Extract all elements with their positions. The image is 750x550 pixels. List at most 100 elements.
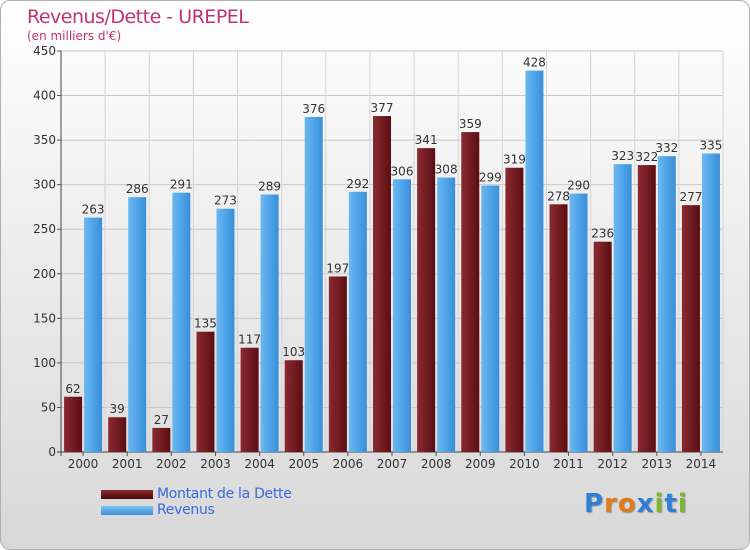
bar-dette	[549, 204, 568, 452]
bar-revenus	[613, 164, 632, 452]
bar-revenus	[260, 194, 279, 453]
y-tick-label: 300	[33, 178, 56, 192]
data-label: 291	[170, 178, 193, 192]
legend-swatch-revenus	[101, 506, 153, 515]
bar-revenus	[701, 153, 720, 452]
logo-letter: o	[617, 489, 637, 519]
logo-letter: i	[654, 489, 665, 519]
bar-revenus	[481, 185, 500, 452]
bar-dette	[681, 205, 700, 452]
y-tick-label: 350	[33, 133, 56, 147]
logo-letter: P	[584, 489, 605, 519]
data-label: 332	[655, 141, 678, 155]
x-tick-label: 2002	[156, 457, 187, 471]
data-label: 277	[679, 190, 702, 204]
y-tick-label: 200	[33, 267, 56, 281]
bar-revenus	[304, 116, 323, 452]
y-tick-label: 250	[33, 222, 56, 236]
bar-revenus	[657, 156, 676, 452]
y-tick-label: 150	[33, 311, 56, 325]
data-label: 103	[282, 345, 305, 359]
bar-revenus	[569, 193, 588, 453]
data-label: 62	[65, 382, 80, 396]
data-label: 236	[591, 227, 614, 241]
data-label: 359	[459, 117, 482, 131]
bar-revenus	[128, 197, 147, 452]
data-label: 306	[391, 164, 414, 178]
data-label: 135	[194, 317, 217, 331]
bar-revenus	[84, 217, 103, 452]
x-tick-label: 2012	[597, 457, 628, 471]
data-label: 335	[699, 138, 722, 152]
y-tick-label: 50	[41, 400, 56, 414]
data-label: 263	[82, 203, 105, 217]
data-label: 273	[214, 194, 237, 208]
data-label: 322	[635, 150, 658, 164]
bar-dette	[505, 167, 524, 453]
bar-revenus	[393, 179, 411, 452]
bar-dette	[196, 331, 215, 452]
proxiti-logo: Proxiti	[584, 489, 688, 519]
x-tick-label: 2011	[553, 457, 584, 471]
data-label: 299	[479, 171, 502, 185]
logo-letter: r	[604, 489, 618, 519]
x-tick-label: 2006	[333, 457, 364, 471]
data-label: 376	[302, 102, 325, 116]
bar-dette	[64, 396, 83, 452]
data-labels: 62 39 27 135 117 103 197 377 341 359 319 278 236 322 2…	[65, 56, 722, 427]
data-label: 39	[110, 402, 125, 416]
bar-revenus	[348, 191, 367, 452]
x-tick-label: 2004	[244, 457, 275, 471]
data-label: 323	[611, 149, 634, 163]
x-tick-label: 2000	[68, 457, 99, 471]
bar-dette	[637, 165, 656, 452]
data-label: 308	[435, 163, 458, 177]
legend-label-revenus: Revenus	[157, 502, 215, 518]
bar-revenus	[216, 208, 235, 452]
x-tick-label: 2013	[642, 457, 673, 471]
x-tick-label: 2001	[112, 457, 143, 471]
y-tick-label: 450	[33, 44, 56, 58]
bar-revenus	[525, 70, 544, 453]
x-tick-label: 2010	[509, 457, 540, 471]
data-label: 289	[258, 179, 281, 193]
data-label: 290	[567, 179, 590, 193]
y-tick-label: 0	[48, 445, 56, 459]
bar-dette	[152, 427, 171, 452]
x-tick-label: 2007	[377, 457, 408, 471]
bar-dette	[593, 241, 612, 452]
bar-dette	[240, 347, 259, 452]
data-label: 286	[126, 182, 149, 196]
x-tick-label: 2009	[465, 457, 496, 471]
bars	[64, 70, 720, 453]
logo-letter: t	[664, 489, 678, 519]
x-tick-label: 2008	[421, 457, 452, 471]
data-label: 27	[154, 413, 169, 427]
legend-label-dette: Montant de la Dette	[157, 486, 292, 502]
y-tick-label: 100	[33, 356, 56, 370]
data-label: 278	[547, 189, 570, 203]
x-tick-label: 2003	[200, 457, 231, 471]
data-label: 428	[523, 56, 546, 70]
bar-dette	[417, 148, 436, 452]
bar-revenus	[172, 192, 191, 453]
legend-swatch-dette	[101, 490, 153, 499]
y-tick-label: 400	[33, 89, 56, 103]
data-label: 117	[238, 333, 261, 347]
bar-dette	[461, 132, 480, 452]
bar-dette	[328, 276, 347, 452]
bar-dette	[373, 116, 391, 452]
data-label: 377	[371, 101, 394, 115]
x-tick-label: 2005	[288, 457, 319, 471]
data-label: 197	[326, 261, 349, 275]
data-label: 319	[503, 153, 526, 167]
data-label: 292	[346, 177, 369, 191]
logo-letter: i	[677, 489, 688, 519]
chart-subtitle: (en milliers d'€)	[27, 29, 122, 43]
chart-title: Revenus/Dette - UREPEL	[27, 6, 249, 28]
bar-revenus	[437, 177, 456, 452]
bar-dette	[284, 360, 303, 452]
data-label: 341	[415, 133, 438, 147]
